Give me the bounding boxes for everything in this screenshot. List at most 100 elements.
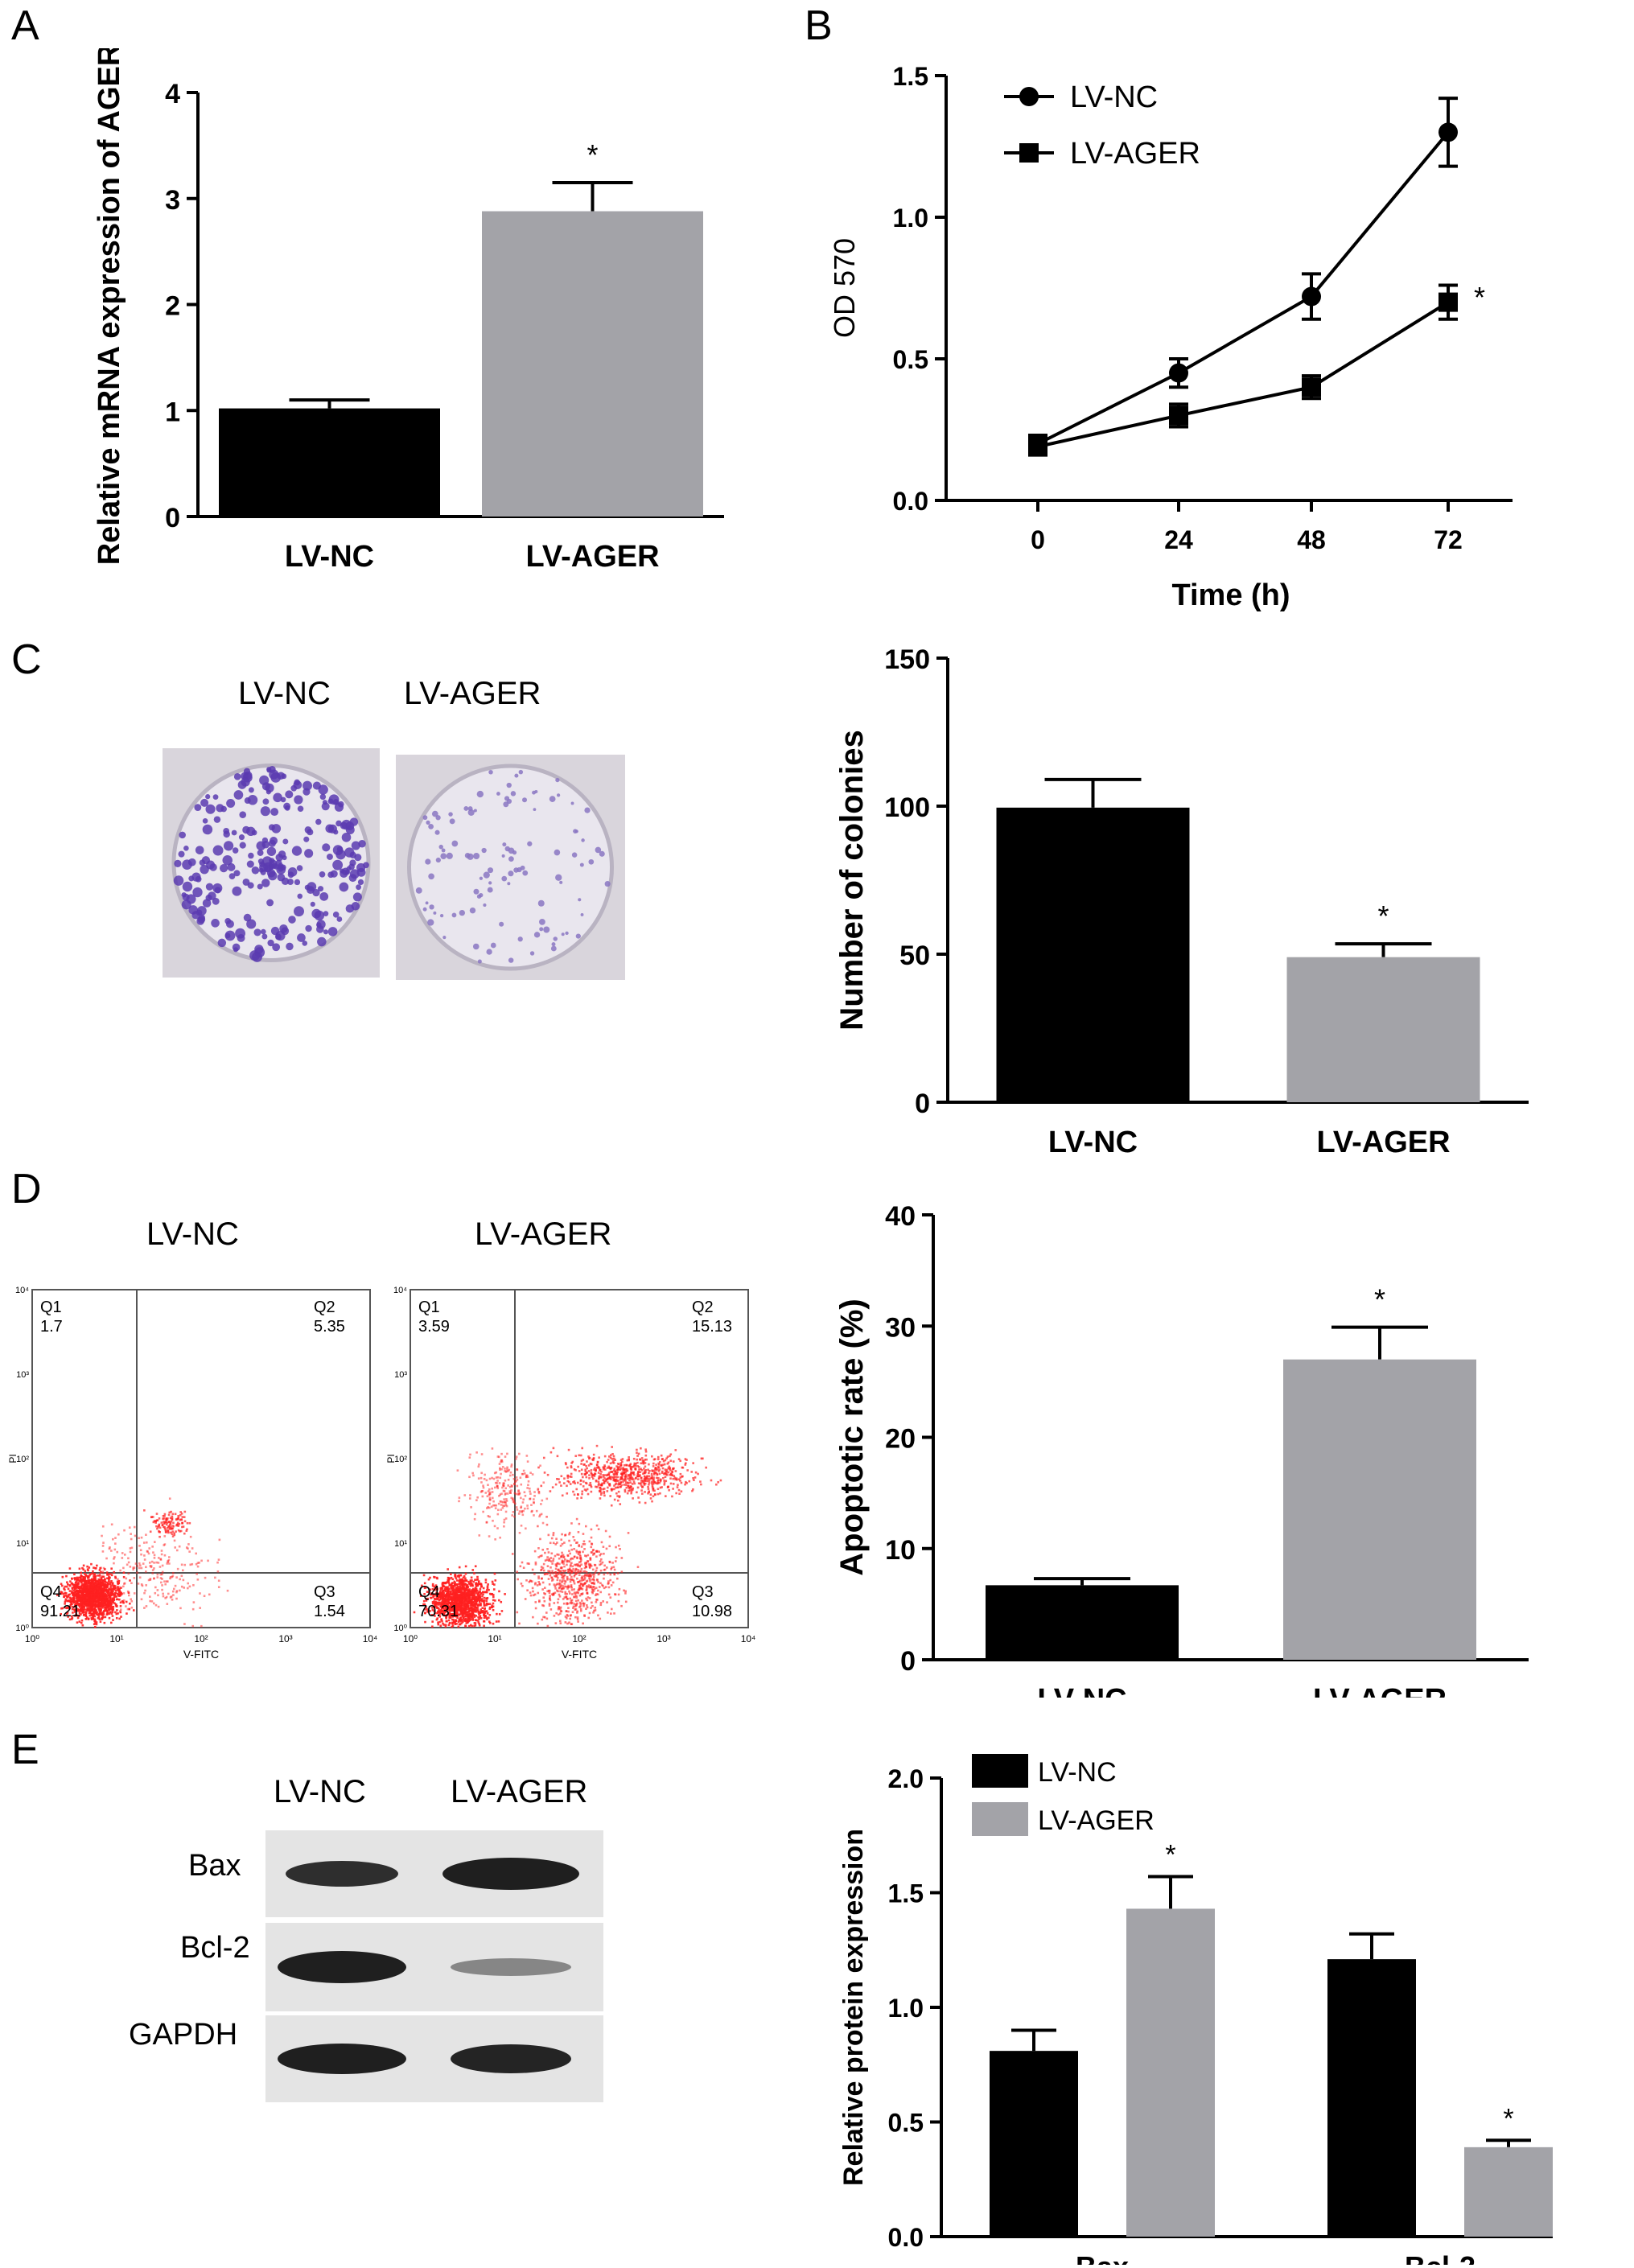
y-tick-label: 4 <box>165 79 180 109</box>
colony-dot <box>297 933 306 942</box>
colony-dot <box>561 932 565 936</box>
data-point <box>1302 377 1321 397</box>
colony-dot <box>260 869 266 875</box>
colony-dot <box>315 818 322 825</box>
colony-dot <box>549 796 556 802</box>
legend-swatch <box>972 1754 1028 1788</box>
colony-dot <box>488 769 493 775</box>
data-point <box>1302 286 1321 307</box>
data-point <box>1028 437 1047 457</box>
quadrant-q4-value: 70.31 <box>418 1603 459 1620</box>
colony-dot <box>233 947 239 953</box>
colony-dot <box>351 841 360 850</box>
colony-dot <box>459 909 466 916</box>
colony-dot <box>339 882 349 892</box>
colony-dot <box>294 879 301 886</box>
flow-events <box>56 1497 229 1628</box>
colony-dot <box>332 912 340 918</box>
x-category-label: LV-NC <box>1048 1126 1138 1159</box>
colony-dot <box>513 867 519 873</box>
colony-dot <box>224 930 236 941</box>
colony-dot <box>335 820 342 827</box>
y-axis-title: Relative mRNA expression of AGER <box>93 48 126 565</box>
colony-dot <box>488 881 492 885</box>
colony-dot <box>280 864 286 871</box>
y-tick-label: 1.0 <box>888 1994 924 2023</box>
colony-dot <box>233 870 241 877</box>
colony-dot <box>327 824 337 834</box>
x-category-label: Bcl-2 <box>1405 2250 1476 2265</box>
colony-dot <box>261 837 269 844</box>
colony-dot <box>529 951 535 956</box>
y-tick-label: 2 <box>165 291 180 322</box>
colony-dot <box>327 927 338 936</box>
colony-dot <box>438 844 443 850</box>
colony-dot <box>604 880 611 887</box>
colony-dot <box>294 795 303 805</box>
colony-dot <box>578 898 582 902</box>
colony-dot <box>183 845 189 851</box>
data-point <box>1169 405 1188 426</box>
colony-dot <box>307 882 317 891</box>
y-axis-title: PI <box>386 1454 397 1463</box>
colony-dot <box>317 886 324 892</box>
colony-dot <box>527 841 533 846</box>
colony-dot <box>247 795 258 805</box>
dish-plate <box>407 764 614 971</box>
y-tick-label: 0.0 <box>888 2223 924 2252</box>
colony-dot <box>431 810 438 817</box>
colony-dot <box>226 799 236 809</box>
colony-dot <box>449 818 455 825</box>
colony-dot <box>205 794 211 800</box>
colony-dot <box>483 903 487 908</box>
quadrant-q1-value: 3.59 <box>418 1318 450 1336</box>
colony-dot <box>467 806 473 811</box>
colony-dot <box>294 906 304 917</box>
colony-dot <box>297 805 304 813</box>
colony-label-lv-ager: LV-AGER <box>404 676 541 711</box>
x-tick-label: 10³ <box>656 1633 670 1644</box>
colony-dot <box>575 933 581 939</box>
x-category-label: LV-AGER <box>525 540 659 574</box>
colony-dot <box>257 883 263 890</box>
colony-dot <box>508 871 514 877</box>
colony-dot <box>248 787 254 793</box>
y-tick-label: 10³ <box>16 1370 29 1380</box>
bar-lv-nc-bcl-2 <box>1327 1959 1416 2237</box>
x-tick-label: 10¹ <box>488 1633 501 1644</box>
colony-dot <box>202 818 208 824</box>
colony-dot <box>200 864 209 875</box>
colony-dot <box>192 887 203 898</box>
colony-dot <box>473 809 477 813</box>
colony-dot <box>348 874 357 883</box>
colony-dot <box>256 841 266 851</box>
y-tick-label: 10² <box>16 1455 29 1464</box>
colony-dot <box>279 924 288 933</box>
colony-dot <box>266 767 272 772</box>
flow-cytometry-panel: LV-NC LV-AGER Q1 1.7 Q2 5.35 Q3 1.54 Q4 91.21 10… <box>0 1207 772 1690</box>
y-tick-label: 1.5 <box>888 1879 924 1908</box>
x-tick-label: 10⁰ <box>25 1633 39 1644</box>
colony-dot <box>307 829 314 836</box>
colony-dot <box>508 847 515 854</box>
y-tick-label: 100 <box>884 792 930 823</box>
colony-dot <box>194 804 202 812</box>
flow-label-lv-ager: LV-AGER <box>475 1216 612 1252</box>
colony-dot <box>439 913 444 918</box>
quadrant-q2-label: Q2 <box>692 1299 714 1316</box>
colony-dot <box>212 845 224 856</box>
colony-dot <box>473 888 479 895</box>
colony-dot <box>434 829 440 835</box>
colony-dot <box>508 957 514 963</box>
colony-dot <box>222 855 233 866</box>
colony-dot <box>312 781 321 790</box>
colony-dot <box>257 850 264 856</box>
colony-dot <box>323 911 329 916</box>
colony-dot <box>248 852 254 859</box>
colony-dot <box>282 855 287 861</box>
protein-band <box>278 1951 406 1983</box>
colony-dot <box>251 866 260 875</box>
colony-dot <box>327 871 335 879</box>
bar-lv-ager <box>1283 1359 1476 1660</box>
colony-dot <box>363 862 369 869</box>
